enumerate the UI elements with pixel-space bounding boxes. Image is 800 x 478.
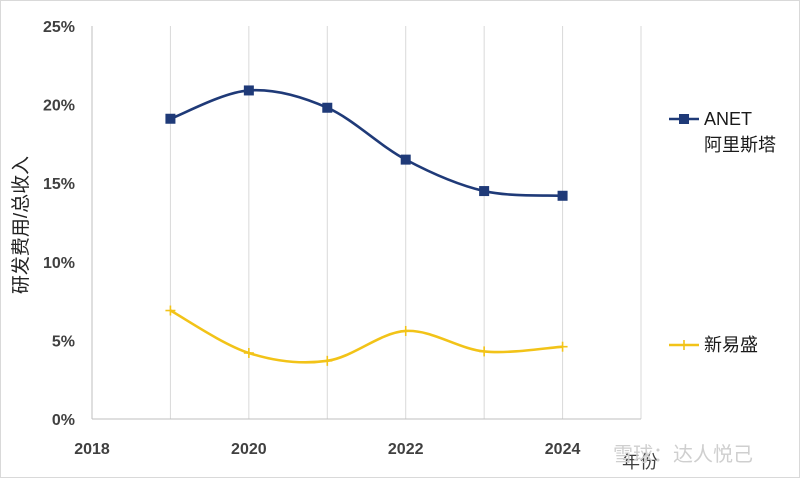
watermark: 雪球：达人悦己 — [613, 443, 753, 466]
watermark-text: 雪球：达人悦己 — [613, 443, 753, 466]
data-point-marker — [400, 325, 411, 336]
data-point-marker — [243, 347, 254, 358]
data-point-marker — [557, 190, 568, 201]
y-tick-label: 25% — [43, 19, 75, 36]
y-tick-label: 0% — [52, 412, 75, 429]
legend-label-line: 新易盛 — [704, 335, 758, 355]
data-point-marker — [165, 113, 176, 124]
data-point-marker — [479, 186, 490, 197]
legend-swatch-marker — [679, 114, 689, 124]
legend-label-line: ANET — [704, 109, 752, 129]
data-point-marker — [243, 85, 254, 96]
series-line — [169, 309, 563, 364]
axes — [91, 26, 641, 420]
y-tick-label: 20% — [43, 98, 75, 115]
data-point-marker — [479, 346, 490, 357]
tick-labels: 0% 5% 10% 15% 20% 25% 2018 2020 2022 2024 — [43, 19, 581, 458]
data-point-marker — [400, 154, 411, 165]
y-tick-label: 5% — [52, 333, 75, 350]
y-tick-label: 15% — [43, 176, 75, 193]
x-axis-label: 年份 — [622, 452, 658, 472]
legend-label: ANET 阿里斯塔 — [704, 109, 776, 155]
legend-label: 新易盛 — [704, 335, 758, 355]
y-tick-label: 10% — [43, 255, 75, 272]
legend-label-line: 阿里斯塔 — [704, 135, 776, 155]
y-axis-label: 研发费用/总收入 — [10, 156, 32, 294]
legend-item-2: 新易盛 — [669, 335, 758, 355]
gridlines — [169, 26, 642, 419]
series-line — [169, 88, 563, 198]
data-point-marker — [322, 355, 333, 366]
series-2 — [165, 305, 568, 366]
data-point-marker — [165, 305, 176, 316]
x-tick-label: 2020 — [231, 441, 267, 458]
legend-item-1: ANET 阿里斯塔 — [669, 109, 776, 155]
data-point-marker — [322, 102, 333, 113]
x-tick-label: 2018 — [74, 441, 110, 458]
data-point-marker — [557, 341, 568, 352]
series-layer — [165, 85, 568, 366]
series-1 — [165, 85, 568, 201]
x-tick-label: 2022 — [388, 441, 424, 458]
x-tick-label: 2024 — [545, 441, 581, 458]
